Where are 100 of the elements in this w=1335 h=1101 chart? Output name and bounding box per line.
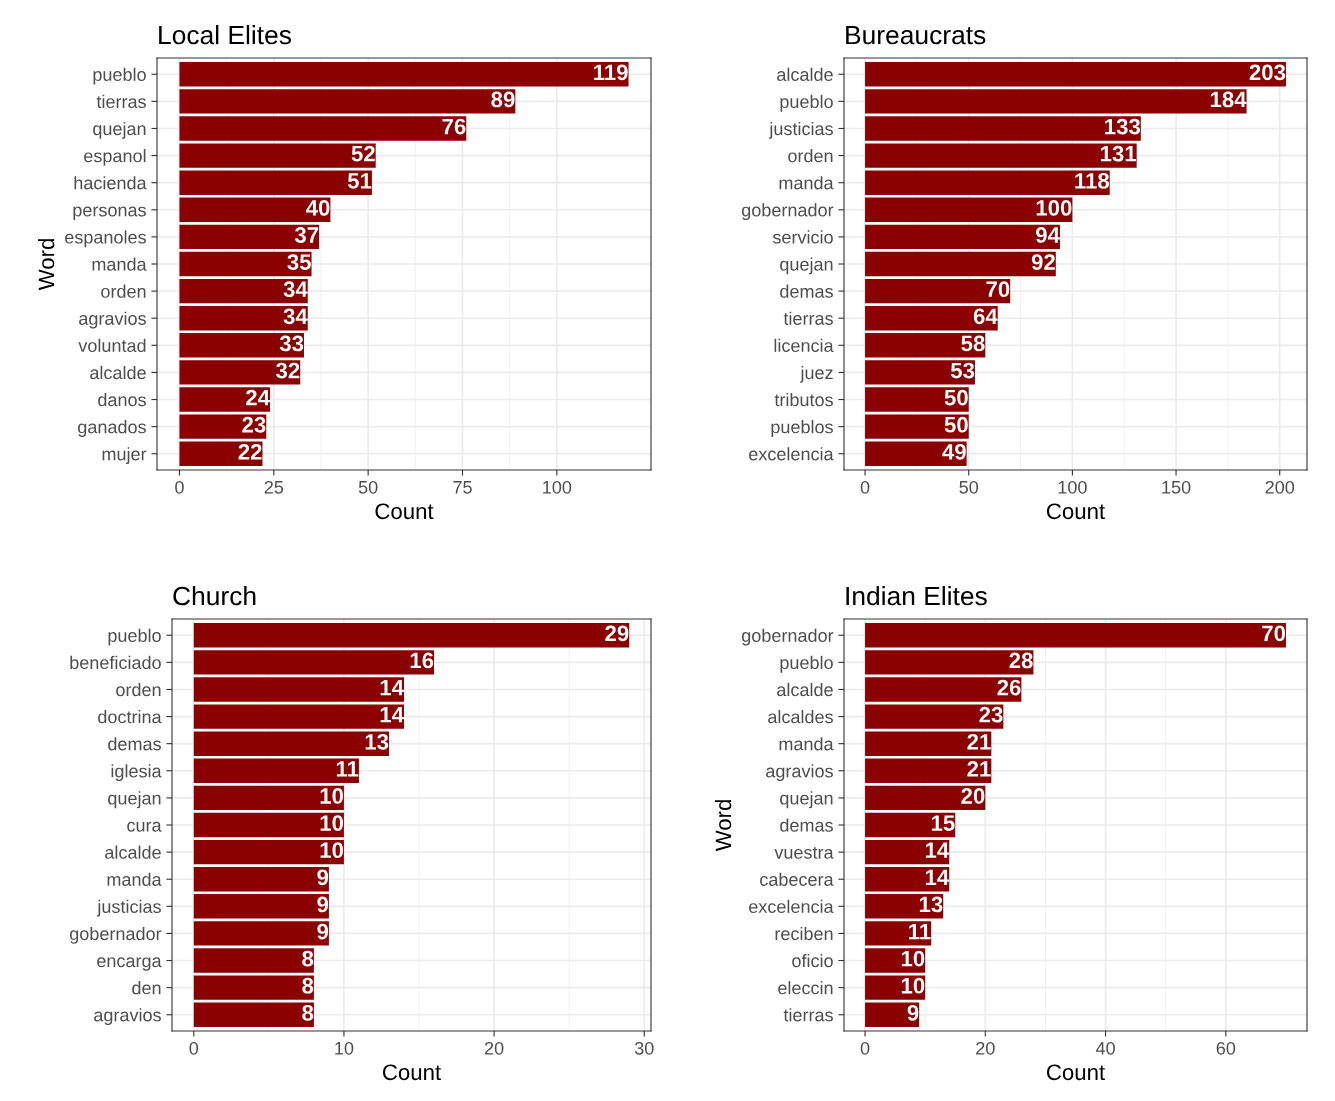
x-tick-label: 200 <box>1265 480 1295 494</box>
y-tick-label: vuestra <box>774 846 834 859</box>
data-label: 8 <box>302 1004 314 1021</box>
bar <box>179 278 308 304</box>
bar <box>865 894 944 919</box>
bar <box>865 758 992 783</box>
data-label: 14 <box>380 707 404 723</box>
y-tick-label: pueblos <box>771 420 833 437</box>
bar <box>193 677 404 702</box>
y-tick-label: ganados <box>78 420 146 437</box>
data-label: 26 <box>997 679 1021 696</box>
y-tick-label: den <box>132 981 161 995</box>
y-tick-label: demas <box>780 818 833 832</box>
y-tick-label: manda <box>92 257 147 271</box>
y-tick-label: encarga <box>97 957 162 971</box>
chart-title: Bureaucrats <box>846 25 986 45</box>
y-tick-label: tierras <box>783 311 833 325</box>
bar <box>865 116 1141 141</box>
bar <box>193 975 314 1000</box>
data-label: 15 <box>931 815 955 831</box>
data-label: 9 <box>907 1004 919 1021</box>
chart-title: Church <box>173 585 256 606</box>
data-label: 34 <box>283 281 308 298</box>
data-label: 14 <box>925 842 950 858</box>
bar <box>865 921 932 946</box>
data-label: 51 <box>347 173 372 189</box>
data-label: 58 <box>961 335 985 352</box>
x-axis-title: Count <box>1046 503 1105 520</box>
data-label: 70 <box>986 281 1010 298</box>
bar <box>865 839 950 865</box>
x-axis-title: Count <box>382 1064 441 1081</box>
bar <box>179 333 304 358</box>
y-tick-label: justicias <box>768 121 833 139</box>
data-label: 131 <box>1100 145 1137 162</box>
bar <box>193 894 329 919</box>
y-tick-label: orden <box>116 682 161 697</box>
bar <box>865 306 998 331</box>
y-tick-label: doctrina <box>98 710 162 724</box>
bar <box>193 731 389 756</box>
y-tick-label: cabecera <box>760 872 834 886</box>
x-tick-label: 40 <box>1095 1041 1115 1055</box>
y-tick-label: excelencia <box>749 899 834 914</box>
bar <box>865 224 1060 250</box>
y-tick-label: alcalde <box>777 682 833 697</box>
bar <box>179 387 271 412</box>
data-label: 133 <box>1105 118 1141 135</box>
x-tick-label: 60 <box>1216 1041 1236 1055</box>
bar <box>193 650 435 675</box>
data-label: 119 <box>594 64 628 81</box>
x-tick-label: 50 <box>358 480 378 494</box>
x-axis-title: Count <box>1046 1064 1105 1081</box>
y-tick-label: manda <box>779 737 834 751</box>
data-label: 118 <box>1075 172 1110 189</box>
y-tick-label: orden <box>788 149 833 163</box>
y-tick-label: demas <box>108 737 161 751</box>
y-tick-label: espanoles <box>65 230 146 248</box>
data-label: 22 <box>238 443 262 460</box>
data-label: 100 <box>1036 200 1072 216</box>
bar <box>193 839 344 865</box>
y-tick-label: alcalde <box>105 845 161 859</box>
x-tick-label: 25 <box>264 480 284 494</box>
data-label: 8 <box>302 950 314 967</box>
bar <box>865 414 969 439</box>
bar <box>865 360 975 385</box>
y-tick-label: quejan <box>108 791 161 809</box>
bar <box>865 278 1011 304</box>
data-label: 16 <box>410 652 434 669</box>
y-tick-label: excelencia <box>749 447 834 461</box>
data-label: 10 <box>320 788 344 804</box>
y-tick-label: pueblo <box>108 628 161 646</box>
y-tick-label: tierras <box>783 1008 833 1022</box>
bar <box>865 948 926 973</box>
data-label: 37 <box>294 227 319 243</box>
data-label: 23 <box>979 706 1003 723</box>
bar <box>865 197 1073 222</box>
y-tick-label: hacienda <box>74 176 147 190</box>
bar <box>193 921 329 946</box>
y-tick-label: pueblo <box>93 67 146 85</box>
y-tick-label: cura <box>127 821 162 832</box>
data-label: 76 <box>442 118 466 135</box>
data-label: 9 <box>317 869 329 886</box>
data-label: 20 <box>961 788 985 804</box>
x-tick-label: 20 <box>484 1041 504 1055</box>
y-tick-label: reciben <box>775 926 833 941</box>
bar <box>193 704 404 729</box>
bar <box>193 1002 314 1027</box>
data-label: 14 <box>925 869 950 885</box>
bar <box>179 224 320 250</box>
y-tick-label: licencia <box>774 338 834 353</box>
y-tick-label: pueblo <box>780 94 833 112</box>
y-tick-label: quejan <box>93 121 146 139</box>
data-label: 13 <box>365 733 389 750</box>
y-tick-label: espanol <box>84 149 146 166</box>
y-tick-label: orden <box>101 284 146 298</box>
bar <box>865 1002 920 1027</box>
data-label: 10 <box>901 950 925 967</box>
data-label: 70 <box>1262 625 1286 642</box>
y-tick-label: juez <box>800 365 833 383</box>
data-label: 21 <box>967 761 991 777</box>
x-axis-title: Count <box>375 503 434 520</box>
